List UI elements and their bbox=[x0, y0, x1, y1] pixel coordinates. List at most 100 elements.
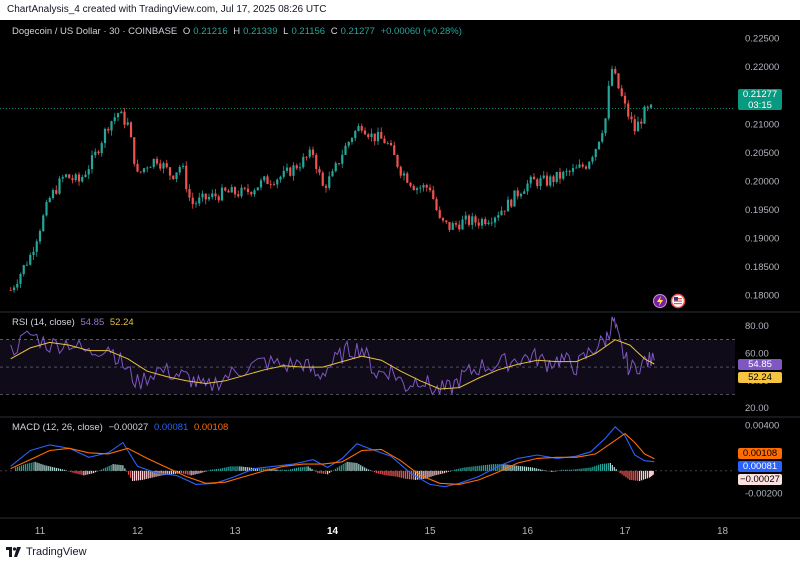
price-tick-label: 0.20000 bbox=[745, 176, 779, 187]
macd-hist-bar bbox=[500, 464, 502, 471]
candle-body bbox=[175, 172, 178, 180]
macd-hist-bar bbox=[596, 465, 598, 471]
macd-hist-bar bbox=[104, 467, 106, 471]
macd-hist-bar bbox=[615, 469, 617, 471]
macd-hist-bar bbox=[393, 470, 395, 477]
macd-hist-bar bbox=[360, 465, 362, 471]
macd-hist-bar bbox=[145, 470, 147, 480]
macd-hist-bar bbox=[291, 468, 294, 471]
candle-body bbox=[630, 116, 633, 120]
macd-hist-bar bbox=[447, 470, 450, 472]
candle-body bbox=[315, 154, 318, 170]
candle-body bbox=[506, 199, 510, 212]
macd-hist-bar bbox=[96, 470, 99, 472]
candle-body bbox=[409, 182, 412, 186]
macd-hist-bar bbox=[172, 470, 175, 475]
candle-body bbox=[9, 290, 12, 291]
candle-body bbox=[51, 190, 55, 198]
macd-hist-bar bbox=[381, 470, 383, 475]
macd-hist-bar bbox=[629, 470, 631, 480]
candle-body bbox=[646, 106, 649, 108]
chart-canvas[interactable]: 0.225000.220000.215000.210000.205000.200… bbox=[0, 20, 800, 540]
candle-body bbox=[237, 194, 240, 197]
macd-hist-bar bbox=[116, 464, 118, 471]
macd-hist-bar bbox=[284, 469, 286, 471]
macd-hist-bar bbox=[94, 470, 97, 473]
signal-tag: 0.00108 bbox=[738, 448, 782, 459]
macd-hist-bar bbox=[151, 470, 153, 478]
time-tick-label: 15 bbox=[424, 526, 436, 537]
candle-body bbox=[282, 170, 285, 177]
candle-body bbox=[575, 167, 578, 169]
high-value: 0.21339 bbox=[243, 26, 278, 37]
close-value: 0.21277 bbox=[340, 26, 375, 37]
macd-hist-bar bbox=[510, 464, 512, 471]
macd-hist-bar bbox=[646, 470, 649, 479]
macd-hist-bar bbox=[167, 470, 169, 475]
candle-body bbox=[399, 166, 402, 176]
time-tick-label: 12 bbox=[132, 526, 144, 537]
macd-hist-bar bbox=[118, 464, 120, 471]
tradingview-logo-icon[interactable] bbox=[6, 547, 22, 557]
macd-hist-bar bbox=[327, 470, 329, 475]
lightning-event-icon[interactable] bbox=[653, 294, 667, 308]
macd-hist-bar bbox=[328, 470, 331, 473]
price-tag: 0.21277 03:15 bbox=[738, 89, 782, 111]
candle-body bbox=[649, 104, 653, 108]
candle-body bbox=[461, 219, 464, 230]
macd-hist-bar bbox=[488, 464, 491, 471]
us-flag-event-icon[interactable] bbox=[670, 293, 686, 309]
price-tick-label: 0.20500 bbox=[745, 148, 779, 159]
candle-body bbox=[29, 254, 32, 265]
candle-body bbox=[263, 176, 266, 181]
candle-body bbox=[623, 95, 627, 104]
macd-hist-bar bbox=[514, 465, 516, 471]
macd-hist-bar bbox=[523, 466, 526, 471]
candle-body bbox=[370, 133, 373, 138]
macd-hist-bar bbox=[18, 466, 21, 471]
macd-hist-bar bbox=[188, 470, 190, 475]
candle-body bbox=[539, 178, 542, 187]
candle-body bbox=[240, 187, 243, 197]
candle-body bbox=[497, 215, 500, 218]
macd-hist-bar bbox=[50, 466, 52, 471]
candle-body bbox=[406, 173, 409, 183]
candle-body bbox=[597, 141, 601, 150]
candle-body bbox=[451, 223, 454, 230]
candle-body bbox=[191, 197, 194, 205]
chart-frame[interactable]: 0.225000.220000.215000.210000.205000.200… bbox=[0, 20, 800, 540]
candle-body bbox=[610, 69, 614, 86]
macd-hist-bar bbox=[424, 470, 426, 479]
macd-hist-bar bbox=[566, 469, 569, 471]
macd-hist-bar bbox=[416, 470, 418, 480]
macd-title: MACD (12, 26, close) bbox=[12, 422, 103, 433]
macd-hist-bar bbox=[16, 466, 19, 471]
macd-hist-bar bbox=[436, 470, 438, 475]
macd-hist-bar bbox=[469, 466, 471, 471]
macd-hist-bar bbox=[586, 467, 588, 471]
candle-body bbox=[276, 179, 279, 185]
candle-body bbox=[519, 193, 523, 197]
candle-body bbox=[480, 219, 484, 226]
candle-body bbox=[347, 141, 350, 146]
macd-hist-bar bbox=[613, 467, 615, 471]
macd-hist-bar bbox=[533, 467, 535, 471]
candle-body bbox=[116, 113, 120, 118]
macd-hist-bar bbox=[449, 470, 452, 472]
macd-tick-label: 0.00400 bbox=[745, 421, 779, 432]
candle-body bbox=[467, 215, 471, 225]
macd-hist-bar bbox=[557, 470, 559, 472]
macd-hist-bar bbox=[543, 470, 545, 471]
candle-body bbox=[458, 224, 461, 230]
macd-hist-bar bbox=[110, 464, 112, 471]
candle-body bbox=[84, 174, 87, 177]
footer-brand[interactable]: TradingView bbox=[26, 546, 87, 558]
macd-hist-bar bbox=[609, 462, 611, 471]
macd-hist-bar bbox=[644, 470, 647, 480]
macd-hist-bar bbox=[539, 469, 541, 471]
candle-body bbox=[185, 165, 188, 190]
candle-body bbox=[640, 121, 643, 124]
macd-hist-bar bbox=[196, 470, 198, 475]
macd-hist-bar bbox=[340, 465, 342, 471]
macd-hist-bar bbox=[397, 470, 399, 477]
